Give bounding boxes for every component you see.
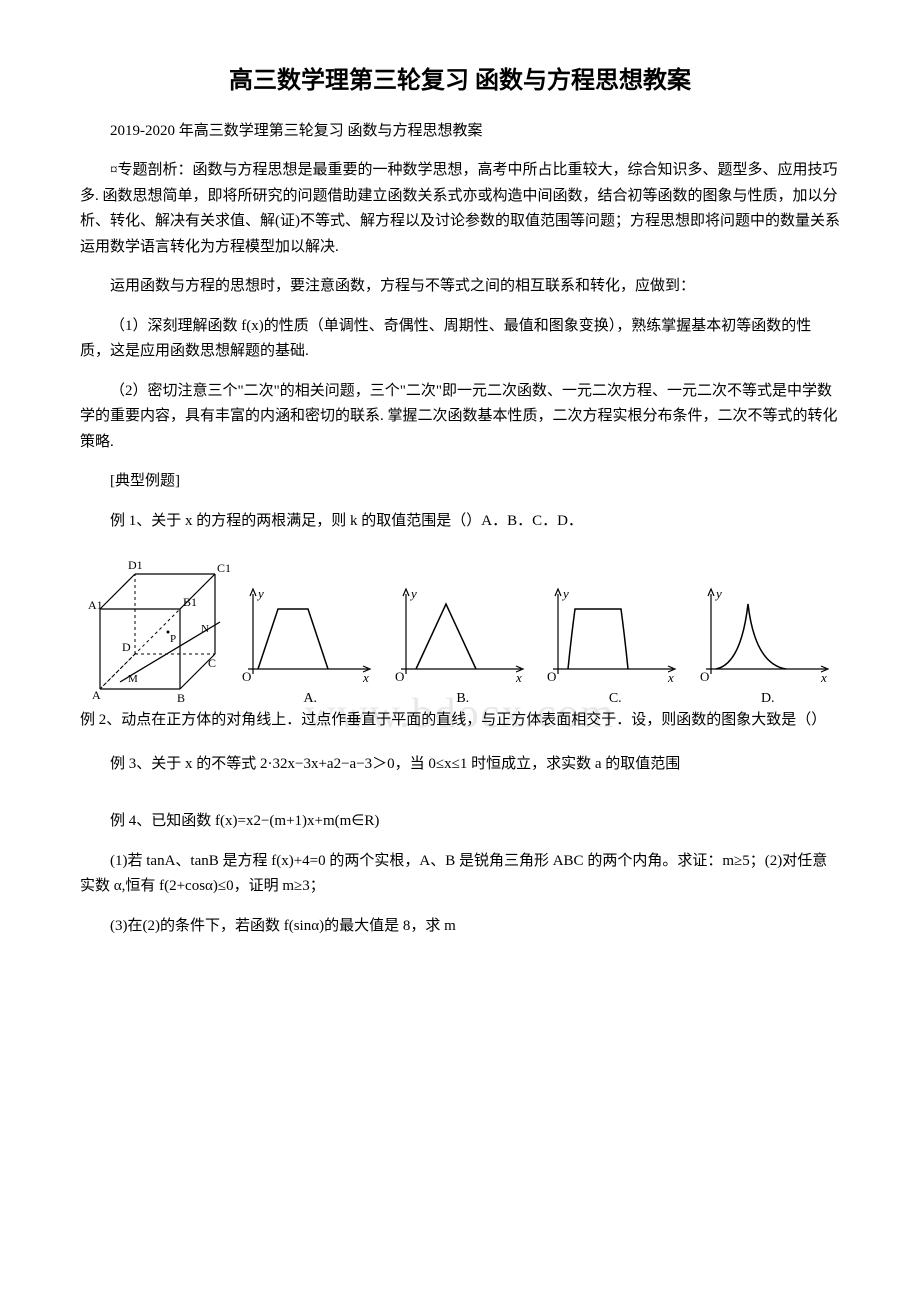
svg-text:C: C xyxy=(208,656,216,670)
svg-text:B: B xyxy=(177,691,185,704)
example-3: 例 3、关于 x 的不等式 2·32x−3x+a2−a−3＞0，当 0≤x≤1 … xyxy=(80,752,840,778)
document-content: 高三数学理第三轮复习 函数与方程思想教案 2019-2020 年高三数学理第三轮… xyxy=(80,60,840,939)
paragraph-point1: （1）深刻理解函数 f(x)的性质（单调性、奇偶性、周期性、最值和图象变换），熟… xyxy=(80,314,840,365)
svg-text:x: x xyxy=(667,670,674,684)
svg-text:B1: B1 xyxy=(183,595,197,609)
svg-text:y: y xyxy=(714,586,722,601)
svg-text:O: O xyxy=(700,669,709,684)
svg-text:O: O xyxy=(547,669,556,684)
paragraph-point2: （2）密切注意三个"二次"的相关问题，三个"二次"即一元二次函数、一元二次方程、… xyxy=(80,379,840,456)
svg-text:C1: C1 xyxy=(217,561,230,575)
svg-text:y: y xyxy=(409,586,417,601)
svg-text:x: x xyxy=(362,670,369,684)
subtitle: 2019-2020 年高三数学理第三轮复习 函数与方程思想教案 xyxy=(80,119,840,140)
cube-diagram: D1 C1 A1 B1 D C A B M N P xyxy=(80,554,230,704)
svg-text:A: A xyxy=(92,688,101,702)
option-b-label: B. xyxy=(391,691,536,707)
svg-text:O: O xyxy=(395,669,404,684)
graph-option-d: y x O D. xyxy=(696,584,841,704)
page-title: 高三数学理第三轮复习 函数与方程思想教案 xyxy=(80,60,840,95)
example-4: 例 4、已知函数 f(x)=x2−(m+1)x+m(m∈R) xyxy=(80,809,840,835)
graph-option-b: y x O B. xyxy=(391,584,536,704)
svg-text:D: D xyxy=(122,640,131,654)
figure-row: D1 C1 A1 B1 D C A B M N P xyxy=(80,554,840,704)
graph-option-c: y x O C. xyxy=(543,584,688,704)
svg-text:x: x xyxy=(515,670,522,684)
option-a-label: A. xyxy=(238,691,383,707)
svg-text:M: M xyxy=(128,673,138,685)
paragraph-note: 运用函数与方程的思想时，要注意函数，方程与不等式之间的相互联系和转化，应做到： xyxy=(80,274,840,300)
svg-text:A1: A1 xyxy=(88,598,103,612)
svg-text:D1: D1 xyxy=(128,558,143,572)
option-c-label: C. xyxy=(543,691,688,707)
paragraph-intro: ¤专题剖析：函数与方程思想是最重要的一种数学思想，高考中所占比重较大，综合知识多… xyxy=(80,158,840,260)
graph-option-a: y x O A. xyxy=(238,584,383,704)
svg-text:y: y xyxy=(256,586,264,601)
section-header-examples: [典型例题] xyxy=(80,469,840,495)
example-1: 例 1、关于 x 的方程的两根满足，则 k 的取值范围是（）A．B．C．D． xyxy=(80,509,840,535)
svg-text:y: y xyxy=(561,586,569,601)
svg-text:P: P xyxy=(170,633,176,645)
svg-text:N: N xyxy=(201,623,209,635)
example-4-part3: (3)在(2)的条件下，若函数 f(sinα)的最大值是 8，求 m xyxy=(80,914,840,940)
option-d-label: D. xyxy=(696,691,841,707)
svg-text:O: O xyxy=(242,669,251,684)
example-2: 例 2、动点在正方体的对角线上．过点作垂直于平面的直线，与正方体表面相交于．设，… xyxy=(80,708,840,734)
svg-text:x: x xyxy=(820,670,827,684)
example-4-part1-2: (1)若 tanA、tanB 是方程 f(x)+4=0 的两个实根，A、B 是锐… xyxy=(80,849,840,900)
